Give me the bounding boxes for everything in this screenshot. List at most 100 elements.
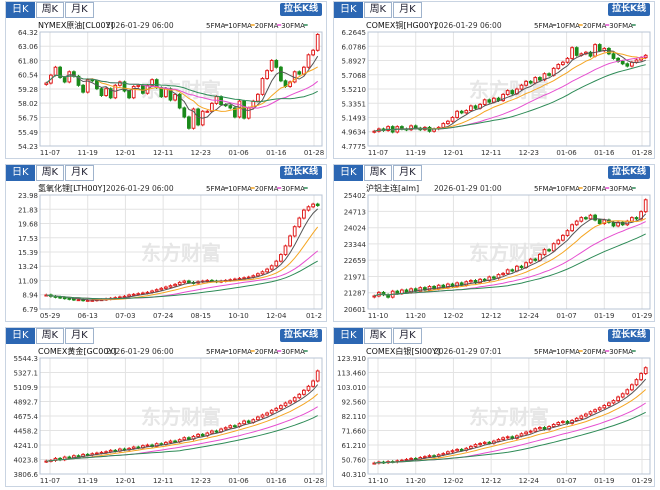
x-tick-label: 01-29 [632,477,652,485]
candle-body [469,445,473,449]
chart-title: NYMEX原油[CL00Y] [38,20,114,30]
chart-title: COMEX白银[SI00Y] [366,346,440,356]
stretch-kline-button[interactable]: 拉长K线 [608,3,650,16]
y-tick-label: 6.2645 [342,29,367,37]
candle-body [565,230,570,236]
y-tick-label: 61.210 [342,442,367,450]
tab-month-k[interactable]: 月K [393,165,422,181]
candle-body [210,430,214,434]
tab-day-k[interactable]: 日K [334,328,363,344]
candle-body [482,99,487,105]
candle-body [570,47,574,59]
tab-month-k[interactable]: 月K [65,2,94,18]
legend-30fma: 30FMA [281,348,305,356]
candle-body [67,71,72,83]
watermark-logo: 东方财富 [141,241,221,265]
tab-month-k[interactable]: 月K [65,328,94,344]
candle-body [187,280,191,283]
legend-20fma: 20FMA [255,348,279,356]
y-tick-label: 92.560 [342,399,367,407]
tab-day-k[interactable]: 日K [6,165,35,181]
x-tick-label: 01-16 [266,477,287,485]
y-tick-label: 40.310 [342,471,367,479]
candle-body [58,296,62,299]
tab-week-k[interactable]: 周K [35,328,65,344]
stretch-kline-button[interactable]: 拉长K线 [608,329,650,342]
x-tick-label: 12-11 [153,477,173,485]
y-tick-label: 50.760 [342,457,367,465]
candle-body [547,249,551,252]
x-tick-label: 12-01 [443,149,463,157]
tab-week-k[interactable]: 周K [35,2,65,18]
candle-body [597,407,602,411]
ma-line-30 [374,233,646,297]
tab-week-k[interactable]: 周K [363,2,393,18]
legend-20fma: 20FMA [583,348,607,356]
candle-body [260,78,265,95]
stretch-kline-button[interactable]: 拉长K线 [280,166,322,179]
chart-panel-1: 日K 周K 月K 拉长K线 NYMEX原油[CL00Y] 2026-01-29 06:00… [5,1,327,159]
candle-body [634,217,639,220]
tab-week-k[interactable]: 周K [35,165,65,181]
stretch-kline-button[interactable]: 拉长K线 [608,166,650,179]
ma-line-30 [374,411,646,464]
candle-body [409,125,413,131]
x-tick-label: 01-19 [594,312,614,320]
y-tick-label: 24713 [344,208,366,216]
tab-week-k[interactable]: 周K [363,165,393,181]
candlestick-chart: COMEX铜[HG00Y]2026-01-29 06:00 5FMA 10FMA 20… [342,20,653,157]
period-tabs: 日K 周K 月K [334,165,423,181]
tab-day-k[interactable]: 日K [6,2,35,18]
legend-20fma: 20FMA [583,22,607,30]
x-tick-label: 11-20 [406,312,426,320]
candle-body [269,409,274,414]
tab-day-k[interactable]: 日K [6,328,35,344]
candle-body [409,457,413,460]
candle-body [441,123,446,128]
y-tick-label: 6.79 [22,306,38,314]
tab-week-k[interactable]: 周K [363,328,393,344]
x-tick-label: 12-23 [519,149,539,157]
legend-30fma: 30FMA [609,22,633,30]
candle-body [256,416,260,421]
x-tick-label: 01-16 [594,149,615,157]
tab-day-k[interactable]: 日K [334,2,363,18]
y-tick-label: 64.32 [18,29,38,37]
candle-body [556,64,561,69]
candle-body [306,385,311,391]
candle-body [76,75,81,86]
candle-body [150,79,154,86]
candle-body [519,265,524,268]
candle-body [131,293,136,296]
candle-body [118,81,122,86]
tab-month-k[interactable]: 月K [393,2,422,18]
stretch-kline-button[interactable]: 拉长K线 [280,329,322,342]
candle-body [145,444,150,447]
y-tick-label: 23.98 [18,192,38,200]
stretch-kline-button[interactable]: 拉长K线 [280,3,322,16]
y-tick-label: 63.06 [18,43,39,51]
chart-datetime: 2026-01-29 06:00 [106,347,174,356]
x-tick-label: 07-24 [153,312,174,320]
y-tick-label: 82.110 [342,413,367,421]
candle-body [496,438,501,442]
tab-day-k[interactable]: 日K [334,165,363,181]
legend-30fma: 30FMA [609,348,633,356]
x-tick-label: 12-11 [153,149,173,157]
candle-body [136,84,141,87]
candle-body [274,407,279,411]
y-tick-label: 4675.4 [14,413,39,421]
tab-month-k[interactable]: 月K [65,165,94,181]
legend-30fma: 30FMA [281,185,305,193]
candle-body [386,126,390,131]
x-tick-label: 12-11 [481,149,501,157]
candle-body [131,446,136,449]
candle-body [288,400,292,404]
candle-body [72,298,76,301]
candle-body [630,384,634,391]
tab-month-k[interactable]: 月K [393,328,422,344]
candle-body [228,105,233,109]
candlestick-chart: COMEX白银[SI00Y]2026-01-29 07:01 5FMA 10FMA 2… [337,346,652,485]
candlestick-chart: 氢氧化锂[LTH00Y] 2026-01-29 06:00 5FMA 10FMA 20F… [18,183,323,320]
y-tick-label: 113.460 [337,370,366,378]
